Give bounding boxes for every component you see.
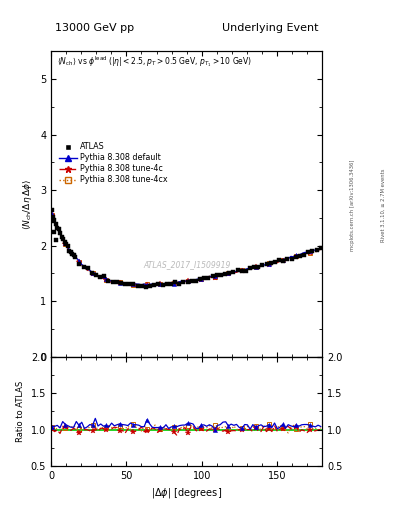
X-axis label: $|\Delta\phi|$ [degrees]: $|\Delta\phi|$ [degrees] bbox=[151, 486, 222, 500]
Y-axis label: $\langle N_{\rm ch}/\Delta\eta\,\Delta\phi\rangle$: $\langle N_{\rm ch}/\Delta\eta\,\Delta\p… bbox=[22, 179, 35, 229]
Legend: ATLAS, Pythia 8.308 default, Pythia 8.308 tune-4c, Pythia 8.308 tune-4cx: ATLAS, Pythia 8.308 default, Pythia 8.30… bbox=[58, 141, 170, 186]
Text: Underlying Event: Underlying Event bbox=[222, 23, 318, 33]
Text: 13000 GeV pp: 13000 GeV pp bbox=[55, 23, 134, 33]
Text: Rivet 3.1.10, ≥ 2.7M events: Rivet 3.1.10, ≥ 2.7M events bbox=[381, 168, 386, 242]
Text: mcplots.cern.ch [arXiv:1306.3436]: mcplots.cern.ch [arXiv:1306.3436] bbox=[350, 159, 355, 250]
Y-axis label: Ratio to ATLAS: Ratio to ATLAS bbox=[16, 381, 25, 442]
Text: $\langle N_{\rm ch}\rangle$ vs $\phi^{\rm lead}$ ($|\eta|<2.5, p_T>0.5$ GeV, $p_: $\langle N_{\rm ch}\rangle$ vs $\phi^{\r… bbox=[57, 54, 252, 69]
Text: ATLAS_2017_I1509919: ATLAS_2017_I1509919 bbox=[143, 261, 230, 270]
